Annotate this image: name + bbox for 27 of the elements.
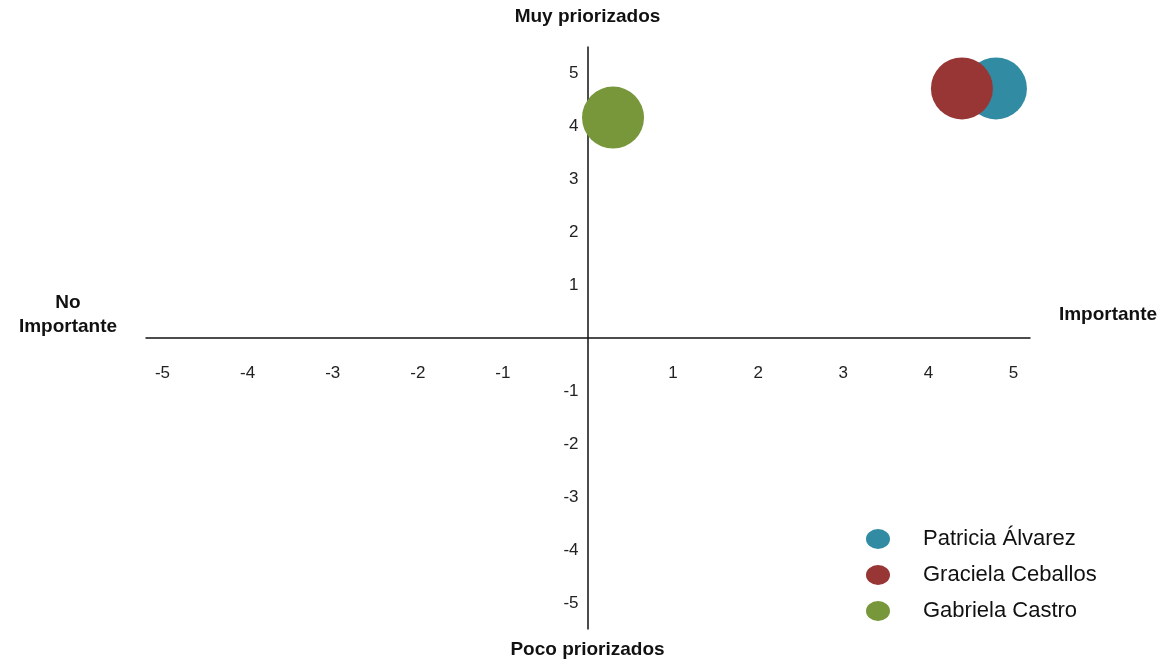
y-tick-label: -2: [563, 434, 579, 454]
y-tick-label: -1: [563, 381, 579, 401]
y-tick-label: 4: [569, 116, 579, 136]
x-tick-label: -5: [154, 362, 171, 382]
y-tick-label: -5: [563, 593, 579, 613]
x-tick-label: 4: [923, 362, 934, 382]
x-tick-label: 3: [838, 362, 849, 382]
x-tick-label: -2: [410, 362, 426, 382]
y-tick-label: 2: [569, 222, 579, 242]
x-tick-label: 2: [753, 362, 763, 382]
text: Poco priorizados: [510, 638, 665, 659]
x-tick-label: 1: [668, 362, 678, 382]
y-tick-label: 1: [569, 275, 579, 295]
legend-label: Graciela Ceballos: [923, 561, 1097, 586]
y-tick-label: -3: [563, 487, 579, 507]
y-tick-label: 5: [569, 63, 579, 83]
x-tick-label: -3: [325, 362, 341, 382]
legend-label: Patricia Álvarez: [923, 525, 1076, 550]
text: No Importante: [18, 291, 118, 336]
x-tick-label: -1: [495, 362, 511, 382]
y-tick-label: 3: [569, 169, 579, 189]
legend-label: Gabriela Castro: [923, 597, 1078, 622]
x-tick-label: 5: [1008, 362, 1019, 382]
x-tick-label: -4: [240, 362, 256, 382]
text: Importante: [1058, 303, 1158, 324]
y-tick-label: -4: [563, 540, 579, 560]
text: Muy priorizados: [514, 5, 661, 26]
